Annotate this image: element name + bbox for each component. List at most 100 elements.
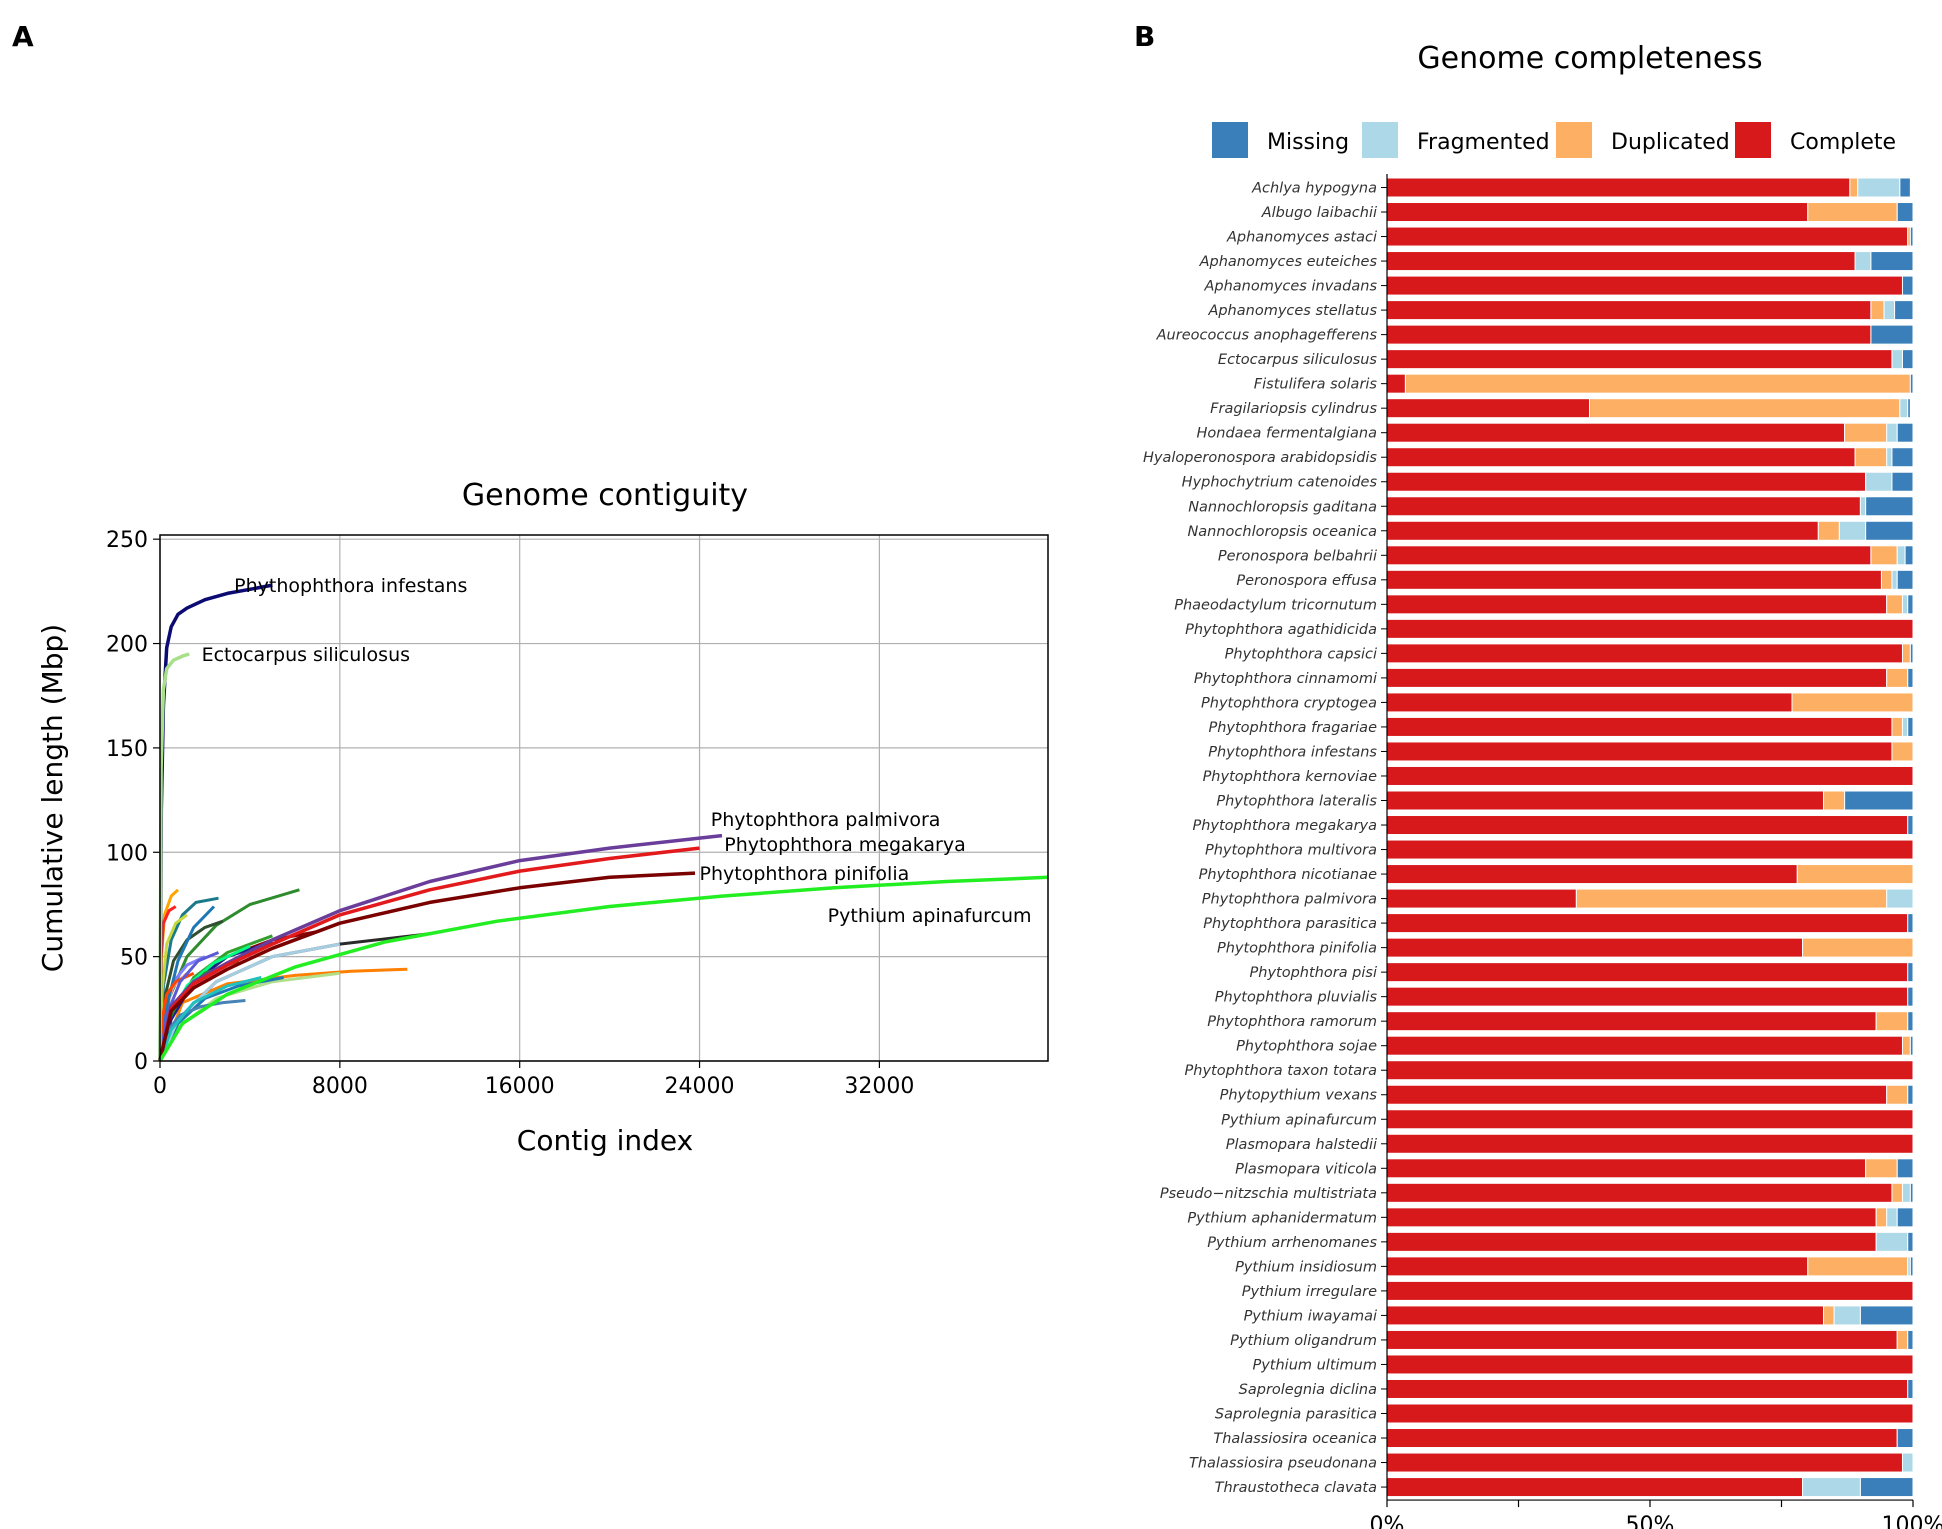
contig-curve <box>158 942 341 1062</box>
bar-segment-duplicated <box>1875 1011 1909 1032</box>
species-label: Saprolegnia parasitica <box>1215 1407 1377 1423</box>
bar-segment-missing <box>1909 1035 1914 1056</box>
bar-segment-missing <box>1901 275 1914 296</box>
bar-segment-duplicated <box>1575 888 1888 909</box>
species-label: Aphanomyces stellatus <box>1207 303 1377 319</box>
bar-segment-complete <box>1386 569 1882 590</box>
species-label: Thraustotheca clavata <box>1215 1480 1377 1496</box>
bar-segment-fragmented <box>1865 471 1893 492</box>
bar-segment-missing <box>1870 324 1914 345</box>
bar-segment-missing <box>1907 1378 1914 1399</box>
species-label: Phytophthora pinifolia <box>1217 941 1377 957</box>
species-label: Phytopythium vexans <box>1220 1088 1378 1104</box>
species-label: Pythium ultimum <box>1252 1357 1377 1373</box>
x-tick-label: 0% <box>1370 1513 1405 1529</box>
contig-curve-highlight <box>158 871 696 1062</box>
bar-segment-complete <box>1386 1329 1898 1350</box>
bar-segment-fragmented <box>1891 349 1903 370</box>
bar-segment-complete <box>1386 275 1903 296</box>
bar-segment-duplicated <box>1854 447 1888 468</box>
bar-segment-fragmented <box>1901 1182 1911 1203</box>
bar-segment-duplicated <box>1807 202 1898 223</box>
species-label: Fistulifera solaris <box>1254 377 1378 393</box>
bar-segment-missing <box>1859 1477 1914 1498</box>
bar-segment-fragmented <box>1833 1305 1861 1326</box>
bar-segment-missing <box>1894 300 1914 321</box>
bar-segment-complete <box>1386 667 1888 688</box>
contig-curve-highlight <box>158 875 1049 1062</box>
legend-label: Fragmented <box>1417 130 1550 155</box>
species-label: Phytophthora fragariae <box>1208 720 1377 736</box>
species-label: Phytophthora parasitica <box>1203 916 1377 932</box>
bar-segment-fragmented <box>1886 888 1914 909</box>
contiguity-y-axis-label: Cumulative length (Mbp) <box>36 624 69 972</box>
bar-segment-complete <box>1386 1354 1914 1375</box>
bar-segment-missing <box>1891 447 1914 468</box>
bar-segment-complete <box>1386 520 1819 541</box>
bar-segment-complete <box>1386 1011 1877 1032</box>
legend-swatch <box>1735 122 1771 158</box>
bar-segment-complete <box>1386 790 1825 811</box>
bar-segment-complete <box>1386 447 1856 468</box>
y-tick-label: 50 <box>120 946 148 971</box>
bar-segment-missing <box>1907 398 1911 419</box>
bar-segment-missing <box>1907 1084 1914 1105</box>
species-annotation: Phythophthora infestans <box>234 575 467 597</box>
x-tick-label: 0 <box>153 1074 167 1099</box>
species-label: Thalassiosira oceanica <box>1213 1431 1377 1447</box>
bar-segment-missing <box>1909 226 1914 247</box>
species-label: Peronospora belbahrii <box>1218 548 1377 564</box>
bar-segment-complete <box>1386 1109 1914 1130</box>
bar-segment-complete <box>1386 815 1909 836</box>
bar-segment-missing <box>1904 545 1914 566</box>
species-label: Phytophthora infestans <box>1208 744 1377 760</box>
species-label: Phytophthora pluvialis <box>1215 990 1378 1006</box>
species-annotation: Phytophthora pinifolia <box>700 863 910 885</box>
contiguity-annotations: Phythophthora infestans Ectocarpus silicu… <box>202 575 1032 927</box>
panel-b-letter: B <box>1134 20 1155 53</box>
bar-segment-duplicated <box>1901 643 1911 664</box>
contig-curve <box>158 976 262 1062</box>
bar-segment-complete <box>1386 937 1804 958</box>
bar-segment-complete <box>1386 300 1872 321</box>
bar-segment-complete <box>1386 1060 1914 1081</box>
x-tick-label: 16000 <box>485 1074 555 1099</box>
species-label: Phytophthora kernoviae <box>1203 769 1378 785</box>
bar-segment-complete <box>1386 373 1406 394</box>
species-label: Nannochloropsis gaditana <box>1188 499 1377 515</box>
bar-segment-complete <box>1386 1477 1804 1498</box>
bar-segment-missing <box>1891 471 1914 492</box>
bar-segment-missing <box>1907 1011 1914 1032</box>
bar-segment-complete <box>1386 594 1888 615</box>
completeness-species-labels: Achlya hypogyna Albugo laibachii Aphanomyc… <box>1143 181 1387 1496</box>
species-label: Plasmopara viticola <box>1235 1161 1377 1177</box>
species-label: Phytophthora sojae <box>1236 1039 1377 1055</box>
bar-segment-complete <box>1386 1035 1903 1056</box>
species-label: Aphanomyces astaci <box>1226 230 1377 246</box>
bar-segment-missing <box>1907 962 1914 983</box>
bar-segment-complete <box>1386 1280 1914 1301</box>
bar-segment-missing <box>1896 569 1914 590</box>
contiguity-background-lines <box>158 888 430 1062</box>
species-annotation: Phytophthora megakarya <box>724 834 965 856</box>
species-label: Phytophthora capsici <box>1225 646 1377 662</box>
bar-segment-complete <box>1386 398 1591 419</box>
bar-segment-missing <box>1899 177 1911 198</box>
bar-segment-duplicated <box>1870 300 1885 321</box>
bar-segment-complete <box>1386 1084 1888 1105</box>
bar-segment-missing <box>1865 496 1914 517</box>
species-label: Pythium arrhenomanes <box>1207 1235 1377 1251</box>
bar-segment-fragmented <box>1854 251 1872 272</box>
bar-segment-missing <box>1907 667 1914 688</box>
bar-segment-missing <box>1907 815 1914 836</box>
bar-segment-missing <box>1896 1207 1914 1228</box>
bar-segment-fragmented <box>1802 1477 1861 1498</box>
contiguity-chart: Genome contiguity 0 8000 16000 24000 32000 0 5… <box>36 478 1049 1157</box>
species-label: Phytophthora cryptogea <box>1201 695 1377 711</box>
bar-segment-complete <box>1386 471 1867 492</box>
species-label: Pythium aphanidermatum <box>1187 1210 1377 1226</box>
bar-segment-duplicated <box>1823 1305 1835 1326</box>
bar-segment-missing <box>1907 716 1914 737</box>
bar-segment-fragmented <box>1886 422 1898 443</box>
